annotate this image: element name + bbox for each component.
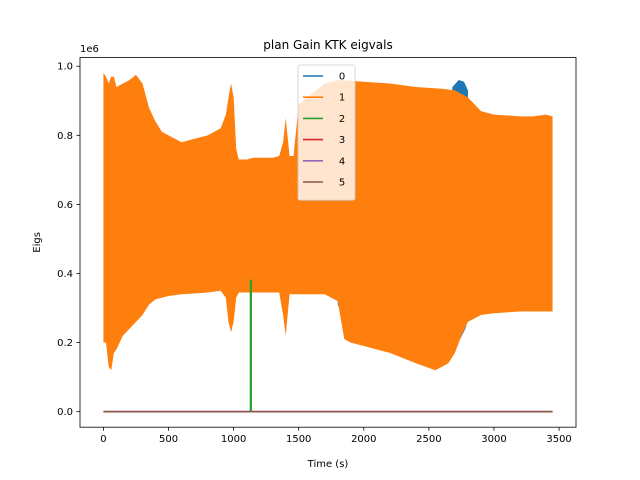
y-tick-label: 0.0: [57, 407, 73, 418]
x-tick-label: 1500: [286, 434, 311, 445]
x-tick-label: 3500: [546, 434, 571, 445]
y-axis: 0.0 0.2 0.4 0.6 0.8 1.0: [57, 62, 80, 418]
legend-label-1: 1: [339, 93, 345, 104]
x-tick-label: 1000: [221, 434, 246, 445]
legend-label-2: 2: [339, 114, 345, 125]
x-axis-label: Time (s): [307, 459, 349, 470]
y-offset-label: 1e6: [80, 44, 99, 55]
x-tick-label: 2500: [416, 434, 441, 445]
x-axis: 0 500 1000 1500 2000 2500 3000 3500: [100, 427, 572, 445]
plot-area: [79, 57, 577, 428]
y-tick-label: 1.0: [57, 62, 73, 73]
y-tick-label: 0.2: [57, 338, 73, 349]
series-2-line: [249, 279, 252, 412]
x-tick-label: 2000: [351, 434, 376, 445]
legend-label-0: 0: [339, 72, 345, 83]
y-tick-label: 0.4: [57, 269, 73, 280]
y-tick-label: 0.6: [57, 200, 73, 211]
legend-label-4: 4: [339, 156, 345, 167]
y-axis-label: Eigs: [32, 232, 43, 253]
x-tick-label: 500: [159, 434, 178, 445]
x-tick-label: 0: [100, 434, 106, 445]
legend-label-5: 5: [339, 178, 345, 189]
legend-label-3: 3: [339, 135, 345, 146]
series-layer: [103, 73, 553, 413]
y-tick-label: 0.8: [57, 131, 73, 142]
series-1-band: [103, 73, 553, 371]
chart-title: plan Gain KTK eigvals: [263, 38, 392, 52]
legend: 0 1 2 3 4 5: [297, 64, 356, 201]
legend-box: [297, 64, 356, 201]
plot-frame: [79, 57, 577, 428]
x-tick-label: 3000: [481, 434, 506, 445]
